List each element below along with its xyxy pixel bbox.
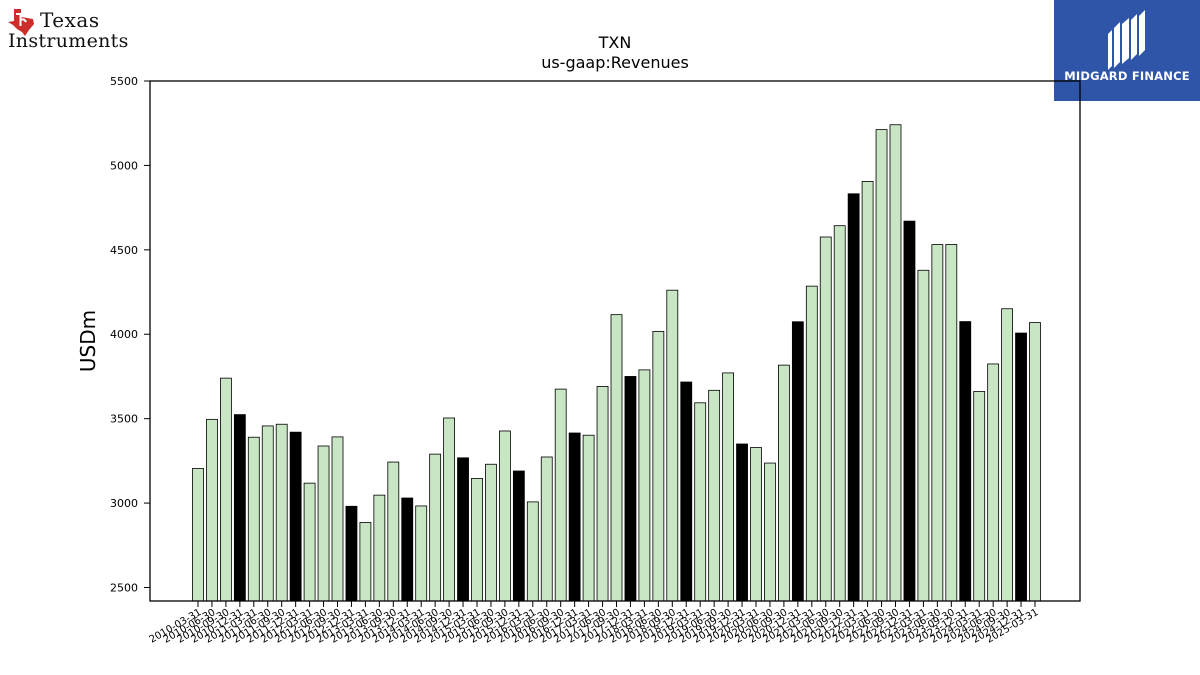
bar-2021-12-31 <box>847 193 860 602</box>
bar-2025-03-31 <box>1029 322 1041 602</box>
logo-line-2: Instruments <box>8 30 129 52</box>
bar-2020-12-31 <box>791 321 804 602</box>
texas-state-icon <box>8 9 34 36</box>
bar-2018-06-30 <box>652 330 665 602</box>
bar-2017-12-31 <box>624 376 637 602</box>
midgard-mark-icon <box>1108 10 1145 70</box>
bar-2017-06-30 <box>596 386 609 602</box>
bar-2021-09-30 <box>833 225 846 602</box>
bar-2023-09-30 <box>945 244 958 602</box>
bar-2014-06-30 <box>429 453 442 602</box>
bar-2015-09-30 <box>498 430 511 602</box>
x-axis-ticks: 2010-03-312010-06-302010-09-302010-12-31… <box>148 601 1041 646</box>
bar-2021-06-30 <box>819 236 832 602</box>
bar-2024-12-31 <box>1015 332 1027 602</box>
bar-2017-09-30 <box>610 314 623 602</box>
bar-2013-12-31 <box>401 497 414 602</box>
bar-2022-09-30 <box>889 124 902 602</box>
bar-2012-03-31 <box>303 482 316 602</box>
bar-2023-03-31 <box>917 269 930 602</box>
bar-2020-03-31 <box>750 447 762 602</box>
bar-2015-12-31 <box>512 470 525 602</box>
bar-2024-09-30 <box>1001 308 1013 602</box>
bar-2022-06-30 <box>875 129 888 602</box>
bar-2023-06-30 <box>931 244 944 602</box>
bar-2024-06-30 <box>987 363 1000 602</box>
bar-series <box>192 124 1041 602</box>
bar-2020-09-30 <box>778 364 790 602</box>
bar-2011-12-31 <box>289 431 302 602</box>
y-tick-label: 3500 <box>110 413 138 426</box>
chart-title: TXN <box>598 33 632 52</box>
plot-frame <box>149 80 1081 602</box>
bar-2020-06-30 <box>764 462 776 602</box>
bar-2021-03-31 <box>805 285 818 602</box>
bar-2016-03-31 <box>526 501 539 602</box>
y-tick-label: 5000 <box>110 159 138 172</box>
y-tick-label: 2500 <box>110 581 138 594</box>
bar-2018-09-30 <box>666 289 679 602</box>
bar-2024-03-31 <box>973 391 986 602</box>
bar-2010-06-30 <box>206 418 218 602</box>
chart-subtitle: us-gaap:Revenues <box>541 53 689 72</box>
bar-2019-06-30 <box>708 389 721 602</box>
bar-2019-12-31 <box>736 443 748 602</box>
bar-2019-09-30 <box>722 372 734 602</box>
bar-2014-09-30 <box>443 417 456 602</box>
texas-instruments-logo: Texas Instruments <box>6 6 146 54</box>
bar-2011-09-30 <box>275 423 288 602</box>
bar-2018-12-31 <box>680 381 693 602</box>
bar-2013-03-31 <box>359 522 372 602</box>
bar-2022-12-31 <box>903 220 916 602</box>
logo-line-1: Texas <box>40 8 100 32</box>
bar-2023-12-31 <box>959 321 972 602</box>
midgard-finance-logo: MIDGARD FINANCE <box>1054 0 1200 101</box>
bar-2015-03-31 <box>471 478 483 602</box>
midgard-logo-text: MIDGARD FINANCE <box>1064 69 1190 83</box>
bar-2010-12-31 <box>233 414 246 602</box>
bar-2010-09-30 <box>219 377 232 602</box>
bar-2015-06-30 <box>485 463 497 602</box>
y-tick-label: 4000 <box>110 328 138 341</box>
bar-2011-06-30 <box>261 425 274 602</box>
bar-2012-12-31 <box>345 505 358 602</box>
bar-2018-03-31 <box>638 369 651 602</box>
y-axis-label: USDm <box>76 310 100 372</box>
y-tick-label: 4500 <box>110 244 138 257</box>
bar-2014-03-31 <box>415 505 428 602</box>
bar-2019-03-31 <box>694 402 707 602</box>
y-tick-label: 5500 <box>110 75 138 88</box>
bar-2016-09-30 <box>554 388 567 602</box>
bar-2013-09-30 <box>387 461 400 602</box>
bar-2010-03-31 <box>192 468 204 602</box>
bar-2014-12-31 <box>457 457 469 602</box>
bar-2022-03-31 <box>861 181 874 602</box>
y-axis-ticks: 2500 3000 3500 4000 4500 5000 5500 <box>110 75 150 594</box>
bar-2013-06-30 <box>373 494 386 602</box>
bar-2017-03-31 <box>582 434 595 602</box>
bar-2016-12-31 <box>568 432 581 602</box>
y-tick-label: 3000 <box>110 497 138 510</box>
bar-2016-06-30 <box>540 456 553 602</box>
bar-2012-09-30 <box>331 436 344 602</box>
bar-2012-06-30 <box>317 445 330 602</box>
bar-2011-03-31 <box>247 436 260 602</box>
